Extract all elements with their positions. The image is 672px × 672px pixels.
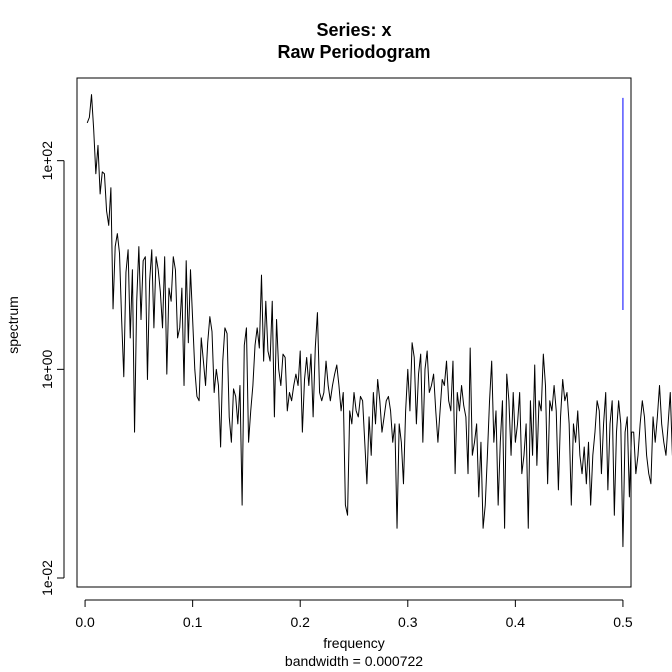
- y-axis: 1e-02 1e+00 1e+02: [39, 141, 65, 596]
- x-tick-label: 0.3: [398, 614, 418, 630]
- spectrum-line: [86, 94, 672, 548]
- y-axis-label: spectrum: [5, 296, 21, 354]
- x-tick-label: 0.4: [506, 614, 526, 630]
- x-tick-label: 0.5: [613, 614, 633, 630]
- x-tick-label: 0.1: [183, 614, 203, 630]
- bandwidth-note: bandwidth = 0.000722: [285, 653, 423, 669]
- plot-frame: [76, 77, 632, 588]
- x-axis: 0.0 0.1 0.2 0.3 0.4 0.5: [75, 599, 633, 630]
- x-axis-label: frequency: [323, 635, 384, 651]
- y-tick-label: 1e-02: [39, 560, 55, 596]
- series-group: [86, 94, 672, 548]
- x-tick-label: 0.0: [75, 614, 95, 630]
- y-tick-label: 1e+02: [39, 141, 55, 181]
- y-tick-label: 1e+00: [39, 349, 55, 389]
- chart-subtitle: Raw Periodogram: [277, 42, 430, 62]
- chart-title: Series: x: [316, 20, 391, 40]
- x-tick-label: 0.2: [290, 614, 310, 630]
